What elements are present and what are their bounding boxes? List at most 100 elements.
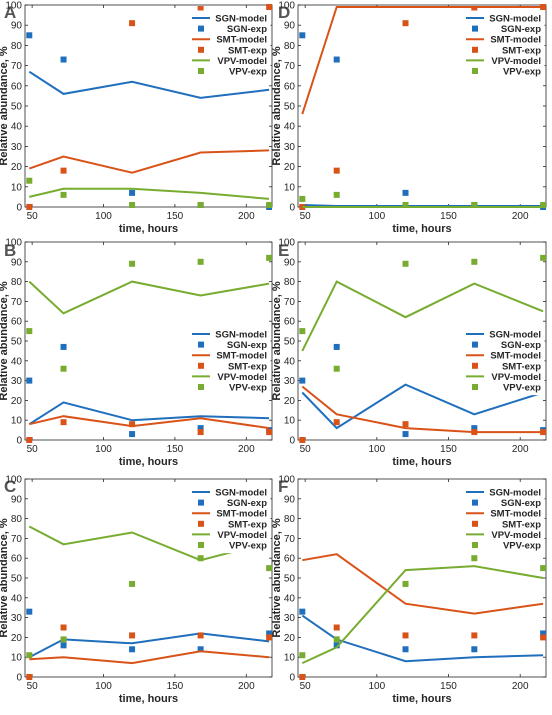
legend-entry-label: SGN-model (215, 488, 267, 499)
legend-entry-label: VPV-exp (229, 67, 267, 78)
data-point-vpv-exp (333, 191, 340, 198)
y-tick-label: 80 (11, 514, 23, 525)
legend-entry-label: VPV-model (217, 530, 267, 541)
y-tick-label: 100 (278, 238, 295, 249)
legend-marker-swatch (472, 362, 478, 369)
data-point-vpv-exp (129, 201, 136, 208)
legend-entry-label: SMT-exp (228, 519, 267, 530)
data-point-sgn-exp (299, 32, 306, 39)
x-tick-label: 50 (300, 681, 312, 692)
y-tick-label: 60 (11, 317, 23, 328)
data-point-sgn-exp (540, 630, 546, 637)
legend-entry-label: SMT-model (216, 509, 267, 520)
x-tick-label: 150 (167, 444, 184, 455)
legend-entry-label: SMT-model (216, 351, 267, 362)
data-point-smt-exp (129, 632, 136, 639)
legend: SGN-modelSGN-expSMT-modelSMT-expVPV-mode… (461, 326, 545, 396)
data-point-smt-exp (540, 634, 546, 641)
data-point-sgn-exp (26, 608, 33, 615)
data-point-sgn-exp (26, 377, 33, 384)
y-tick-label: 90 (11, 494, 23, 505)
y-tick-label: 0 (289, 673, 295, 684)
y-tick-label: 90 (11, 21, 23, 32)
data-point-vpv-exp (266, 254, 272, 261)
y-axis-label: Relative abundance, % (0, 518, 10, 637)
legend-marker-swatch (198, 46, 204, 53)
data-point-smt-exp (299, 437, 306, 443)
data-point-vpv-exp (266, 565, 272, 572)
data-point-vpv-exp (26, 328, 33, 335)
y-tick-label: 40 (284, 122, 296, 133)
data-point-vpv-exp (129, 260, 136, 267)
legend-box (187, 326, 271, 396)
legend-marker-swatch (198, 362, 204, 369)
data-point-smt-exp (333, 419, 340, 426)
x-tick-label: 50 (27, 444, 39, 455)
y-axis-label: Relative abundance, % (0, 46, 10, 165)
legend-marker-swatch (198, 341, 204, 348)
data-point-sgn-exp (333, 343, 340, 350)
legend-entry-label: SMT-model (216, 35, 267, 46)
y-tick-label: 80 (284, 41, 296, 52)
legend-entry-label: SGN-exp (227, 340, 267, 351)
legend-entry-label: VPV-exp (503, 383, 541, 394)
data-point-smt-exp (197, 632, 204, 639)
y-tick-label: 70 (284, 297, 296, 308)
x-axis-label: time, hours (392, 693, 451, 705)
legend-entry-label: VPV-exp (229, 541, 267, 552)
data-point-smt-exp (266, 634, 272, 641)
data-point-smt-exp (402, 20, 409, 27)
legend-marker-swatch (472, 384, 478, 390)
data-point-sgn-exp (471, 425, 478, 432)
data-point-smt-exp (197, 6, 204, 13)
y-tick-label: 30 (11, 613, 23, 624)
x-tick-label: 150 (167, 211, 184, 222)
data-point-vpv-exp (299, 195, 306, 202)
y-tick-label: 80 (11, 277, 23, 288)
legend-box (187, 484, 271, 554)
data-point-vpv-exp (540, 565, 546, 572)
data-point-sgn-exp (299, 608, 306, 615)
y-tick-label: 0 (16, 203, 22, 214)
data-point-smt-exp (471, 632, 478, 639)
data-point-vpv-exp (60, 636, 67, 643)
data-point-vpv-exp (197, 555, 204, 562)
series-line-sgn-model (301, 383, 544, 430)
legend-entry-label: SGN-model (215, 330, 267, 341)
data-point-sgn-exp (333, 642, 340, 649)
data-point-smt-exp (402, 632, 409, 639)
legend: SGN-modelSGN-expSMT-modelSMT-expVPV-mode… (187, 484, 271, 554)
data-point-smt-exp (471, 6, 478, 13)
y-axis-label: Relative abundance, % (271, 518, 283, 637)
data-point-vpv-exp (471, 258, 478, 265)
legend: SGN-modelSGN-expSMT-modelSMT-expVPV-mode… (187, 10, 271, 80)
legend-entry-label: VPV-exp (229, 383, 267, 394)
y-tick-label: 40 (11, 356, 23, 367)
series-line-vpv-model (301, 280, 544, 352)
y-tick-label: 10 (11, 182, 23, 193)
series-line-sgn-model (28, 70, 270, 99)
legend-entry-label: SGN-model (215, 14, 267, 25)
legend-entry-label: VPV-model (491, 530, 541, 541)
data-point-smt-exp (266, 429, 272, 436)
y-tick-label: 100 (5, 1, 22, 12)
legend-entry-label: VPV-exp (503, 67, 541, 78)
legend-marker-swatch (472, 499, 478, 506)
y-tick-label: 50 (284, 574, 296, 585)
legend: SGN-modelSGN-expSMT-modelSMT-expVPV-mode… (187, 326, 271, 396)
panel-label: C (4, 477, 16, 496)
y-tick-label: 20 (11, 162, 23, 173)
data-point-vpv-exp (471, 555, 478, 562)
panel-e: E 0 10 20 30 40 50 60 70 80 90 100 50 100 150 200 time, … (271, 238, 547, 468)
y-tick-label: 50 (11, 574, 23, 585)
legend-entry-label: SMT-model (490, 351, 541, 362)
data-point-smt-exp (197, 429, 204, 436)
data-point-smt-exp (266, 4, 272, 11)
legend-marker-swatch (198, 499, 204, 506)
y-tick-label: 10 (284, 653, 296, 664)
y-tick-label: 20 (11, 396, 23, 407)
data-point-vpv-exp (299, 652, 306, 659)
data-point-vpv-exp (60, 365, 67, 372)
y-tick-label: 40 (11, 593, 23, 604)
